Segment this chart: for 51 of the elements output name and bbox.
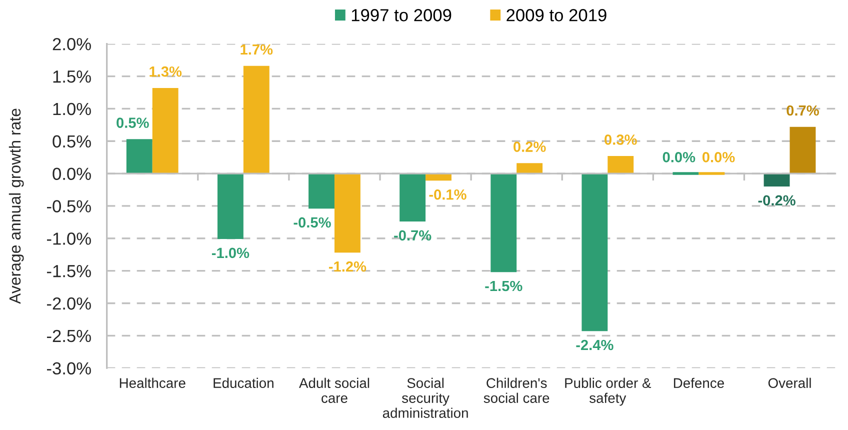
data-label: -2.4% [576, 340, 614, 350]
data-label: 0.0% [702, 152, 735, 162]
bar [243, 66, 270, 174]
data-label: -1.5% [485, 280, 522, 292]
legend-label: 1997 to 2009 [352, 9, 452, 22]
bar [217, 174, 244, 240]
y-tick-label: -2.5% [46, 330, 91, 342]
x-tick-label: Overall [768, 378, 811, 388]
bar [152, 88, 178, 174]
data-label: -0.7% [394, 230, 432, 241]
y-tick-label: 0.5% [52, 135, 91, 148]
data-label: 1.3% [150, 66, 182, 77]
data-label: -0.5% [294, 217, 331, 228]
y-tick-label: -0.5% [46, 200, 91, 212]
bar [334, 174, 360, 253]
bar [126, 139, 152, 174]
bar [764, 174, 790, 187]
data-label: 0.3% [604, 134, 637, 145]
y-tick-label: -2.0% [46, 297, 91, 310]
y-tick-label: -1.5% [46, 265, 91, 278]
y-tick-label: 1.0% [53, 102, 91, 116]
x-tick-label: Education [214, 378, 274, 388]
bar [790, 126, 816, 174]
bar [608, 156, 634, 174]
x-tick-label: Defence [674, 378, 724, 388]
y-tick-label: 1.5% [53, 70, 91, 83]
y-tick-label: -1.0% [46, 232, 91, 245]
x-tick-label: Public order & safety [565, 378, 652, 406]
x-tick-label: Adult social care [299, 378, 370, 403]
y-tick-label: 0.0% [52, 168, 91, 180]
data-label: 0.7% [786, 105, 819, 116]
y-tick-label: -3.0% [46, 362, 91, 375]
bar [308, 174, 334, 209]
data-label: 0.5% [116, 118, 149, 128]
data-label: -0.2% [758, 195, 796, 206]
x-tick-label: Healthcare [120, 378, 186, 388]
y-axis-title: Average annual growth rate [8, 108, 24, 304]
bar [582, 174, 608, 332]
data-label: 0.0% [662, 152, 696, 162]
bar [490, 174, 517, 272]
data-label: -1.2% [328, 261, 366, 272]
x-tick-label: Children's social care [484, 378, 550, 403]
bar [400, 174, 426, 222]
x-tick-label: Social security administration [382, 378, 468, 418]
bar [516, 163, 543, 174]
data-label: -0.1% [429, 189, 466, 200]
data-label: -1.0% [212, 248, 250, 258]
data-label: 1.7% [240, 44, 273, 55]
data-label: 0.2% [514, 142, 546, 152]
y-tick-label: 2.0% [52, 38, 91, 50]
legend-label: 2009 to 2019 [506, 9, 606, 22]
